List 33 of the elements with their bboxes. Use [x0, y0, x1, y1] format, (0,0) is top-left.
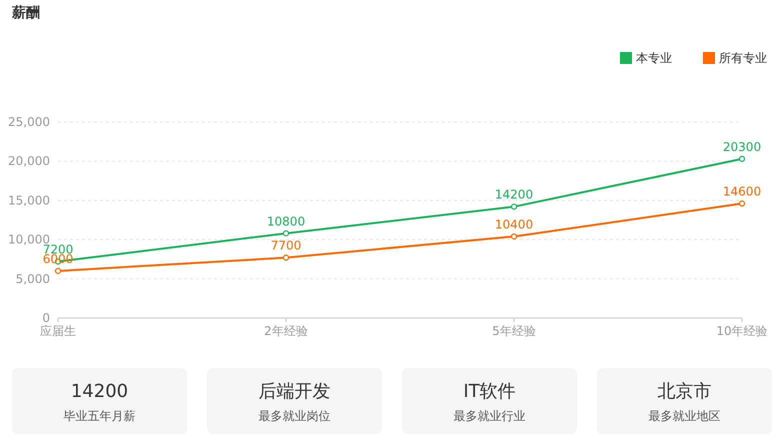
point — [738, 200, 746, 207]
x-tick-label: 应届生 — [40, 324, 76, 338]
data-label: 7700 — [270, 238, 302, 253]
data-label: 20300 — [722, 140, 762, 154]
y-tick-label: 5,000 — [16, 272, 50, 286]
point — [738, 156, 746, 162]
x-tick-label: 5年经验 — [492, 324, 536, 338]
text: 14200 — [70, 381, 128, 402]
text: IT软件 — [463, 381, 516, 402]
data-label: 10400 — [494, 217, 534, 232]
x-tick-label: 2年经验 — [264, 324, 308, 338]
data-label: 14200 — [494, 188, 534, 202]
data-label: 10800 — [266, 214, 306, 228]
y-tick-label: 0 — [42, 311, 50, 325]
point — [282, 230, 290, 236]
point — [282, 254, 290, 261]
legend-label: 本专业 — [636, 51, 672, 65]
text: 最多就业地区 — [648, 409, 720, 423]
text: 最多就业岗位 — [258, 409, 330, 423]
y-tick-label: 25,000 — [8, 115, 50, 129]
text: 最多就业行业 — [454, 409, 526, 423]
text: 毕业五年月薪 — [64, 409, 136, 423]
point — [510, 233, 518, 240]
text: 后端开发 — [258, 381, 330, 402]
chart-title: 薪酬 — [11, 5, 40, 21]
y-tick-label: 20,000 — [8, 154, 50, 168]
point — [510, 204, 518, 210]
y-tick-label: 15,000 — [8, 193, 50, 208]
data-label: 14600 — [722, 184, 762, 199]
x-tick-label: 10年经验 — [716, 324, 768, 338]
text: 北京市 — [658, 381, 712, 402]
legend-label: 所有专业 — [719, 51, 767, 65]
point — [54, 268, 62, 274]
